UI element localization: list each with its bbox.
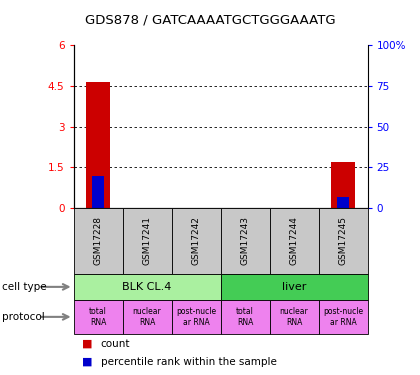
Text: protocol: protocol xyxy=(2,312,45,322)
Text: nuclear
RNA: nuclear RNA xyxy=(280,307,308,327)
Bar xyxy=(270,208,318,274)
Text: cell type: cell type xyxy=(2,282,47,292)
Text: percentile rank within the sample: percentile rank within the sample xyxy=(101,357,277,366)
Bar xyxy=(171,208,220,274)
Bar xyxy=(86,82,110,208)
Text: GSM17244: GSM17244 xyxy=(289,216,299,266)
Bar xyxy=(74,208,123,274)
Text: ■: ■ xyxy=(82,339,92,349)
Bar xyxy=(220,300,270,334)
Bar xyxy=(270,300,318,334)
Bar xyxy=(220,274,368,300)
Text: liver: liver xyxy=(282,282,306,292)
Bar xyxy=(171,300,220,334)
Bar xyxy=(74,274,220,300)
Bar xyxy=(74,300,123,334)
Bar xyxy=(123,208,171,274)
Text: post-nucle
ar RNA: post-nucle ar RNA xyxy=(176,307,216,327)
Text: GSM17243: GSM17243 xyxy=(241,216,249,266)
Text: GSM17245: GSM17245 xyxy=(339,216,347,266)
Text: GSM17228: GSM17228 xyxy=(94,216,102,266)
Text: GDS878 / GATCAAAATGCTGGGAAATG: GDS878 / GATCAAAATGCTGGGAAATG xyxy=(85,13,335,26)
Bar xyxy=(331,162,355,208)
Bar xyxy=(92,176,104,208)
Text: post-nucle
ar RNA: post-nucle ar RNA xyxy=(323,307,363,327)
Text: total
RNA: total RNA xyxy=(89,307,107,327)
Bar xyxy=(318,300,368,334)
Text: nuclear
RNA: nuclear RNA xyxy=(133,307,161,327)
Bar xyxy=(220,208,270,274)
Text: GSM17241: GSM17241 xyxy=(142,216,152,266)
Text: ■: ■ xyxy=(82,357,92,366)
Bar xyxy=(123,300,171,334)
Text: count: count xyxy=(101,339,130,349)
Bar xyxy=(318,208,368,274)
Text: GSM17242: GSM17242 xyxy=(192,216,200,266)
Bar xyxy=(337,197,349,208)
Text: BLK CL.4: BLK CL.4 xyxy=(122,282,172,292)
Text: total
RNA: total RNA xyxy=(236,307,254,327)
